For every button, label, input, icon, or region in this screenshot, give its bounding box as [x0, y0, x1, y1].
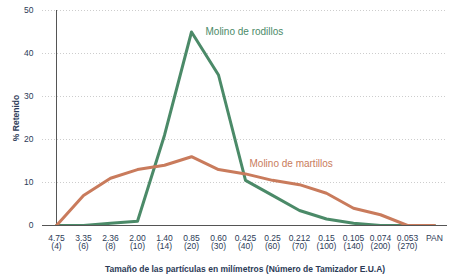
svg-text:Molino de martillos: Molino de martillos: [250, 158, 333, 169]
svg-text:0.212(70): 0.212(70): [289, 233, 311, 252]
svg-text:0.053(270): 0.053(270): [397, 233, 419, 252]
svg-text:0.425(40): 0.425(40): [235, 233, 257, 252]
svg-text:1.40(14): 1.40(14): [156, 233, 173, 252]
svg-text:Tamaño de las partículas en mi: Tamaño de las partículas en milímetros (…: [105, 264, 385, 274]
svg-text:0.074(200): 0.074(200): [370, 233, 392, 252]
svg-text:% Retenido: % Retenido: [11, 95, 21, 141]
svg-text:10: 10: [24, 177, 34, 187]
svg-text:0.105(140): 0.105(140): [343, 233, 365, 252]
svg-text:30: 30: [24, 91, 34, 101]
svg-text:2.00(10): 2.00(10): [129, 233, 146, 252]
svg-text:0.15(100): 0.15(100): [317, 233, 337, 252]
svg-text:50: 50: [24, 5, 34, 15]
svg-text:0: 0: [29, 220, 34, 230]
svg-text:40: 40: [24, 48, 34, 58]
svg-text:Molino de rodillos: Molino de rodillos: [206, 26, 284, 37]
svg-text:2.36(8): 2.36(8): [102, 233, 119, 252]
svg-text:3.35(6): 3.35(6): [75, 233, 92, 252]
svg-text:20: 20: [24, 134, 34, 144]
svg-text:0.85(20): 0.85(20): [183, 233, 200, 252]
svg-text:0.25(60): 0.25(60): [264, 233, 281, 252]
svg-text:0.60(30): 0.60(30): [210, 233, 227, 252]
svg-text:4.75(4): 4.75(4): [48, 233, 65, 252]
svg-text:PAN: PAN: [426, 233, 443, 243]
